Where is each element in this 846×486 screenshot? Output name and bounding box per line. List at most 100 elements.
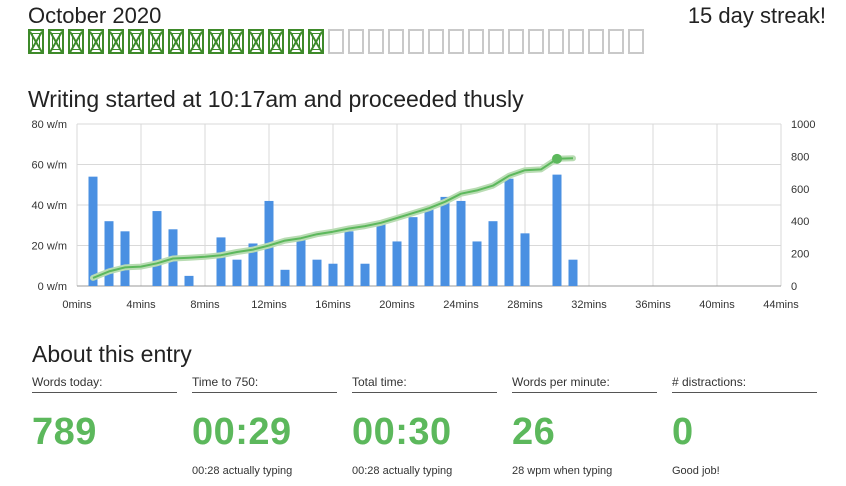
- stat-distractions: # distractions: 0 Good job!: [672, 375, 817, 477]
- chart-bar: [216, 237, 226, 286]
- day-box-completed[interactable]: [208, 29, 224, 54]
- stat-label: Total time:: [352, 375, 497, 393]
- stat-value: 00:30: [352, 411, 452, 453]
- chart-bar: [504, 178, 514, 286]
- day-box-completed[interactable]: [168, 29, 184, 54]
- y-right-tick-label: 800: [791, 151, 809, 163]
- day-box-empty[interactable]: [408, 29, 424, 54]
- chart-bar: [88, 176, 98, 286]
- day-box-completed[interactable]: [108, 29, 124, 54]
- day-box-empty[interactable]: [388, 29, 404, 54]
- day-box-empty[interactable]: [448, 29, 464, 54]
- chart-bar: [472, 241, 482, 286]
- chart-bar: [248, 243, 258, 286]
- chart-bar: [376, 221, 386, 286]
- chart-bar: [344, 231, 354, 286]
- chart-bar: [280, 269, 290, 286]
- day-box-empty[interactable]: [348, 29, 364, 54]
- stat-label: Time to 750:: [192, 375, 337, 393]
- stat-words-today: Words today: 789: [32, 375, 177, 477]
- stats-row: Words today: 789 Time to 750: 00:29 00:2…: [32, 375, 817, 477]
- chart-bar: [552, 174, 562, 286]
- chart-bar: [232, 259, 242, 286]
- chart-bar: [456, 200, 466, 286]
- x-tick-label: 28mins: [507, 299, 543, 311]
- y-right-tick-label: 0: [791, 281, 797, 293]
- stat-total-time: Total time: 00:30 00:28 actually typing: [352, 375, 497, 477]
- stat-note: 00:28 actually typing: [352, 465, 453, 477]
- stat-value: 26: [512, 411, 556, 453]
- stat-label: Words per minute:: [512, 375, 657, 393]
- day-box-empty[interactable]: [368, 29, 384, 54]
- y-right-tick-label: 1000: [791, 119, 815, 131]
- day-box-completed[interactable]: [48, 29, 64, 54]
- stat-value: 0: [672, 411, 694, 453]
- y-left-tick-label: 40 w/m: [32, 200, 67, 212]
- day-box-empty[interactable]: [488, 29, 504, 54]
- day-box-completed[interactable]: [268, 29, 284, 54]
- day-box-empty[interactable]: [548, 29, 564, 54]
- chart-bar: [408, 217, 418, 286]
- stat-note: 00:28 actually typing: [192, 465, 293, 477]
- day-box-completed[interactable]: [148, 29, 164, 54]
- x-tick-label: 4mins: [126, 299, 156, 311]
- chart-bar: [440, 196, 450, 286]
- day-box-empty[interactable]: [468, 29, 484, 54]
- stat-time-to-750: Time to 750: 00:29 00:28 actually typing: [192, 375, 337, 477]
- y-right-tick-label: 600: [791, 184, 809, 196]
- y-left-tick-label: 0 w/m: [38, 281, 67, 293]
- stat-value: 00:29: [192, 411, 292, 453]
- y-left-tick-label: 60 w/m: [32, 160, 67, 172]
- day-box-empty[interactable]: [428, 29, 444, 54]
- chart-bar: [120, 231, 130, 286]
- day-box-empty[interactable]: [508, 29, 524, 54]
- streak-label: 15 day streak!: [687, 3, 826, 28]
- day-box-completed[interactable]: [288, 29, 304, 54]
- y-right-tick-label: 400: [791, 216, 809, 228]
- x-tick-label: 20mins: [379, 299, 415, 311]
- x-tick-label: 44mins: [763, 299, 799, 311]
- x-tick-label: 8mins: [190, 299, 220, 311]
- day-box-empty[interactable]: [528, 29, 544, 54]
- day-box-empty[interactable]: [628, 29, 644, 54]
- day-box-completed[interactable]: [128, 29, 144, 54]
- stat-value: 789: [32, 411, 97, 453]
- chart-bar: [392, 241, 402, 286]
- x-tick-label: 32mins: [571, 299, 607, 311]
- day-box-completed[interactable]: [188, 29, 204, 54]
- stat-note: Good job!: [672, 465, 720, 477]
- x-tick-label: 40mins: [699, 299, 735, 311]
- day-box-empty[interactable]: [568, 29, 584, 54]
- chart-bar: [312, 259, 322, 286]
- day-box-completed[interactable]: [248, 29, 264, 54]
- chart-bar: [424, 209, 434, 286]
- x-tick-label: 16mins: [315, 299, 351, 311]
- chart-bar: [360, 263, 370, 286]
- writing-chart: 0 w/m 20 w/m 40 w/m 60 w/m 80 w/m 0 200 400 600 8…: [32, 119, 816, 311]
- x-tick-label: 36mins: [635, 299, 671, 311]
- day-box-completed[interactable]: [88, 29, 104, 54]
- day-box-empty[interactable]: [328, 29, 344, 54]
- stat-note: 28 wpm when typing: [512, 465, 613, 477]
- chart-bar: [568, 259, 578, 286]
- chart-bar: [104, 221, 114, 286]
- day-box-empty[interactable]: [588, 29, 604, 54]
- day-box-empty[interactable]: [608, 29, 624, 54]
- chart-bar: [488, 221, 498, 286]
- chart-bar: [296, 239, 306, 286]
- goal-marker: [552, 153, 562, 164]
- month-title: October 2020: [28, 3, 162, 28]
- day-box-completed[interactable]: [28, 29, 44, 54]
- day-box-completed[interactable]: [228, 29, 244, 54]
- day-box-completed[interactable]: [308, 29, 324, 54]
- chart-bar: [184, 275, 194, 286]
- words-line: [92, 157, 574, 279]
- day-box-completed[interactable]: [68, 29, 84, 54]
- y-right-tick-label: 200: [791, 249, 809, 261]
- stat-words-per-minute: Words per minute: 26 28 wpm when typing: [512, 375, 657, 477]
- stat-label: Words today:: [32, 375, 177, 393]
- about-title: About this entry: [32, 341, 192, 367]
- chart-bar: [328, 263, 338, 286]
- chart-title: Writing started at 10:17am and proceeded…: [28, 86, 524, 112]
- day-boxes: [28, 29, 644, 54]
